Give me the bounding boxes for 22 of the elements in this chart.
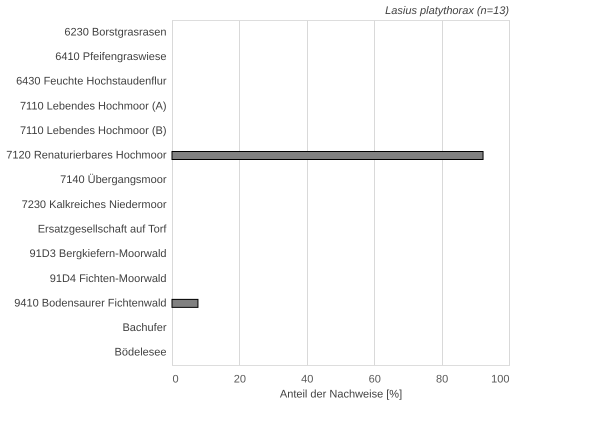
y-tick-label: Bödelesee <box>114 346 166 359</box>
y-tick-label: 6230 Borstgrasrasen <box>64 26 166 38</box>
x-tick-label: 0 <box>172 374 179 386</box>
y-tick-label: Ersatzgesellschaft auf Torf <box>38 223 168 236</box>
x-tick-label: 60 <box>368 374 381 386</box>
y-tick-label: 7230 Kalkreiches Niedermoor <box>22 198 167 211</box>
y-tick-label: 9410 Bodensaurer Fichtenwald <box>14 297 166 310</box>
y-tick-label: 7110 Lebendes Hochmoor (B) <box>20 124 166 137</box>
y-tick-label: 6430 Feuchte Hochstaudenflur <box>16 76 167 88</box>
chart-title: Lasius platythorax (n=13) <box>385 5 510 17</box>
x-tick-label: 80 <box>436 374 448 386</box>
y-tick-label: 7140 Übergangsmoor <box>60 173 167 186</box>
y-tick-label: 7120 Renaturierbares Hochmoor <box>6 150 167 162</box>
y-tick-label: Bachufer <box>122 322 167 334</box>
x-tick-label: 100 <box>491 374 510 386</box>
y-tick-label: 91D4 Fichten-Moorwald <box>50 272 166 285</box>
x-tick-label: 40 <box>301 374 314 386</box>
y-tick-label: 91D3 Bergkiefern-Moorwald <box>30 248 166 260</box>
x-tick-label: 20 <box>234 374 246 386</box>
y-tick-label: 7110 Lebendes Hochmoor (A) <box>20 100 166 112</box>
y-tick-label: 6410 Pfeifengraswiese <box>55 50 166 63</box>
x-axis-title: Anteil der Nachweise [%] <box>280 388 402 400</box>
